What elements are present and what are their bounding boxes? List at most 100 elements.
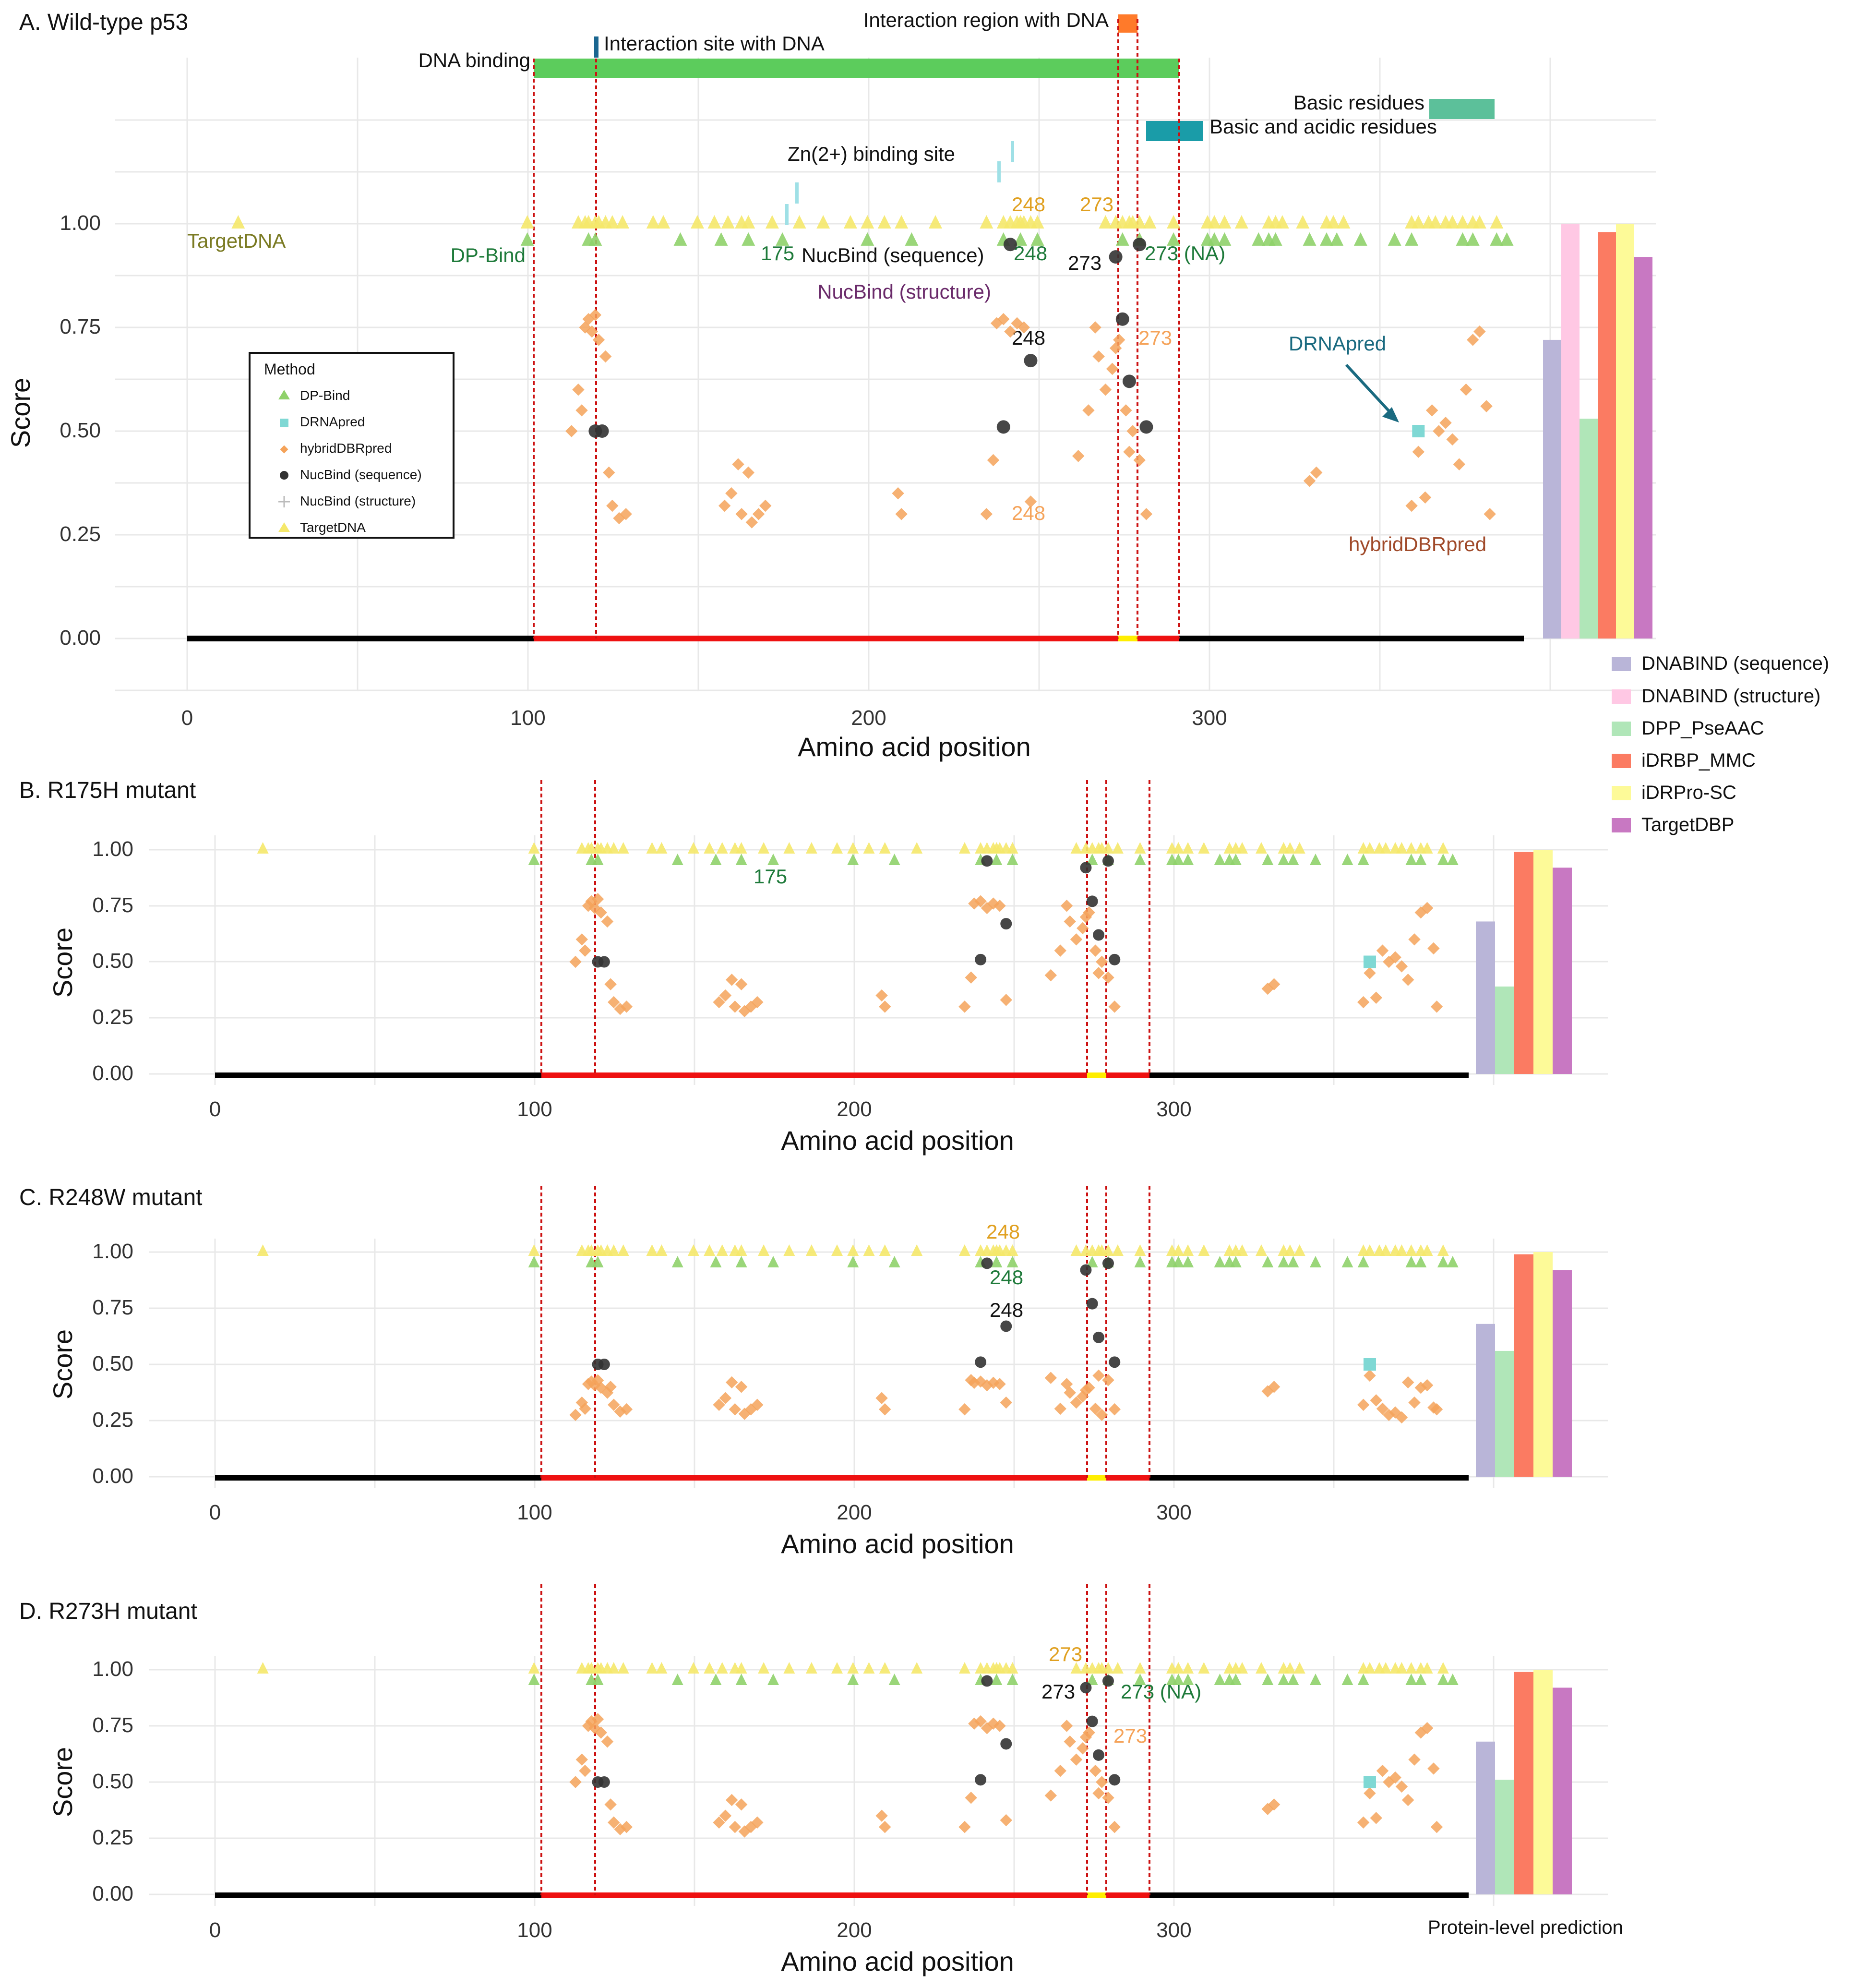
- dpbind-mark-18: [1214, 854, 1226, 866]
- panel-c-xticks: 0 100 200 300: [209, 1501, 1192, 1524]
- dpbind-mark-27: [1456, 232, 1470, 246]
- hybriddbr-mark-58: [1430, 1820, 1443, 1833]
- dpbind-mark-4: [710, 1674, 722, 1686]
- targetdna-mark-58: [1405, 842, 1417, 854]
- targetdna-mark-44: [1198, 842, 1210, 854]
- drnapred-ann: DRNApred: [1289, 332, 1386, 355]
- targetdna-mark-10: [646, 842, 658, 854]
- dpbind-mark-17: [1218, 232, 1232, 246]
- hybriddbr-mark-14: [725, 487, 738, 500]
- nucbind-seq-mark-5: [1086, 1715, 1098, 1727]
- xtick-200: 200: [851, 706, 886, 730]
- hybriddbr-mark-42: [1102, 1792, 1114, 1804]
- targetdna-mark-9: [617, 842, 629, 854]
- dpbind-mark-6: [767, 1674, 779, 1686]
- hybriddbr-mark-15: [732, 458, 744, 470]
- targetdna-mark-42: [1208, 215, 1221, 229]
- targetdna-mark-50: [1284, 842, 1296, 854]
- panel-b-protein-bars: [1476, 850, 1572, 1074]
- hybriddbr-mark-30: [1000, 1396, 1013, 1409]
- hybriddbr-mark-23: [980, 508, 993, 520]
- d-ytick-025: 0.25: [92, 1826, 133, 1849]
- targetdna-mark-32: [1006, 842, 1018, 854]
- targetdna-mark-9: [616, 215, 630, 229]
- hybriddbr-mark-1: [575, 933, 588, 946]
- hybriddbr-mark-8: [601, 1735, 614, 1748]
- legend-nucstruct: NucBind (structure): [300, 494, 416, 508]
- nucbind-seq-mark-6: [1122, 374, 1136, 388]
- hybriddbr-mark-39: [1089, 944, 1102, 957]
- hybriddbr-mark-24: [965, 971, 977, 984]
- panel-c: C. R248W mutant 0.00 0.25 0.50 0.75 1.00…: [19, 1185, 1608, 1559]
- targetdna-mark-43: [1218, 215, 1232, 229]
- dpbind-mark-10: [1014, 232, 1028, 246]
- dpbind-mark-24: [1353, 232, 1367, 246]
- plegend-idrpro: iDRPro-SC: [1641, 782, 1736, 803]
- dpbind-mark-27: [1405, 854, 1417, 866]
- protein-bar-targetdbp: [1553, 867, 1572, 1074]
- hybriddbr-mark-33: [1060, 900, 1073, 912]
- dna-binding-label: DNA binding: [419, 49, 530, 72]
- hybriddbr-mark-38: [1083, 1726, 1095, 1739]
- hybriddbr-mark-29: [993, 1720, 1006, 1732]
- targetdna-mark-20: [831, 1244, 843, 1256]
- targetdna-mark-32: [1006, 1662, 1018, 1674]
- nucbind-seq-mark-4: [1109, 250, 1123, 264]
- targetdna-mark-8: [608, 1662, 620, 1674]
- hybriddbr-mark-54: [1408, 1396, 1421, 1409]
- dpbind-mark-23: [1287, 854, 1299, 866]
- targetdna-mark-13: [704, 842, 716, 854]
- targetdna-mark-40: [1134, 1662, 1146, 1674]
- dpbind-mark-21: [1262, 854, 1274, 866]
- legend-nucseq: NucBind (sequence): [300, 467, 422, 482]
- dpbind-mark-17: [1182, 854, 1194, 866]
- targetdna-mark-20: [831, 842, 843, 854]
- hybriddbr-mark-34: [1064, 1735, 1076, 1748]
- c-ytick-100: 1.00: [92, 1240, 133, 1263]
- targetdna-mark-11: [656, 842, 668, 854]
- targetdna-mark-33: [1099, 215, 1113, 229]
- hybriddbr-mark-43: [1108, 1403, 1121, 1416]
- legend-hybrid: hybridDBRpred: [300, 441, 392, 456]
- dpbind-mark-16: [1173, 854, 1185, 866]
- hybriddbr-mark-41: [1095, 1776, 1108, 1788]
- nucbind-seq-mark-6: [1093, 1749, 1105, 1761]
- hybriddbr-mark-19: [752, 508, 765, 520]
- targetdna-mark-1: [528, 1662, 540, 1674]
- targetdna-mark-20: [831, 1662, 843, 1674]
- dpbind-mark-6: [767, 854, 779, 866]
- dpbind-mark-25: [1341, 1674, 1353, 1686]
- targetdna-mark-33: [1070, 1244, 1082, 1256]
- nucbind-seq-mark-1: [595, 424, 609, 438]
- dpbind-mark-22: [1278, 1256, 1290, 1268]
- hybriddbr-mark-23: [958, 1403, 971, 1416]
- targetdna-mark-57: [1446, 215, 1460, 229]
- dpbind-mark-0: [520, 232, 534, 246]
- dpbind-mark-21: [1262, 1674, 1274, 1686]
- panel-c-marks: [257, 1244, 1459, 1424]
- targetdna-mark-50: [1327, 215, 1340, 229]
- hybriddbr-mark-47: [1364, 1787, 1376, 1800]
- targetdna-mark-17: [758, 1662, 770, 1674]
- panel-d-region-lines: [540, 1584, 1150, 1895]
- targetdna-mark-12: [690, 215, 704, 229]
- b-xtick-0: 0: [209, 1097, 221, 1121]
- dpbind-mark-30: [1500, 232, 1514, 246]
- hybriddbr-mark-44: [1303, 474, 1316, 487]
- hybriddbr-mark-32: [1082, 404, 1095, 417]
- targetdna-mark-8: [608, 1244, 620, 1256]
- targetdna-mark-39: [1112, 1662, 1124, 1674]
- targetdna-mark-61: [1490, 215, 1504, 229]
- hybriddbr-mark-1: [572, 383, 585, 396]
- nucbind-seq-mark-6: [1093, 1331, 1105, 1343]
- protein-bar-dpp_pseaac: [1495, 986, 1514, 1074]
- dpbind-mark-30: [1447, 1674, 1459, 1686]
- xtick-300: 300: [1192, 706, 1227, 730]
- ytick-0: 0.00: [60, 626, 101, 650]
- dpbind-mark-20: [1230, 1674, 1242, 1686]
- targetdna-mark-39: [1112, 1244, 1124, 1256]
- dpbind-mark-10: [991, 1674, 1003, 1686]
- hybriddbr-mark-2: [575, 404, 588, 417]
- targetdna-mark-25: [958, 1244, 970, 1256]
